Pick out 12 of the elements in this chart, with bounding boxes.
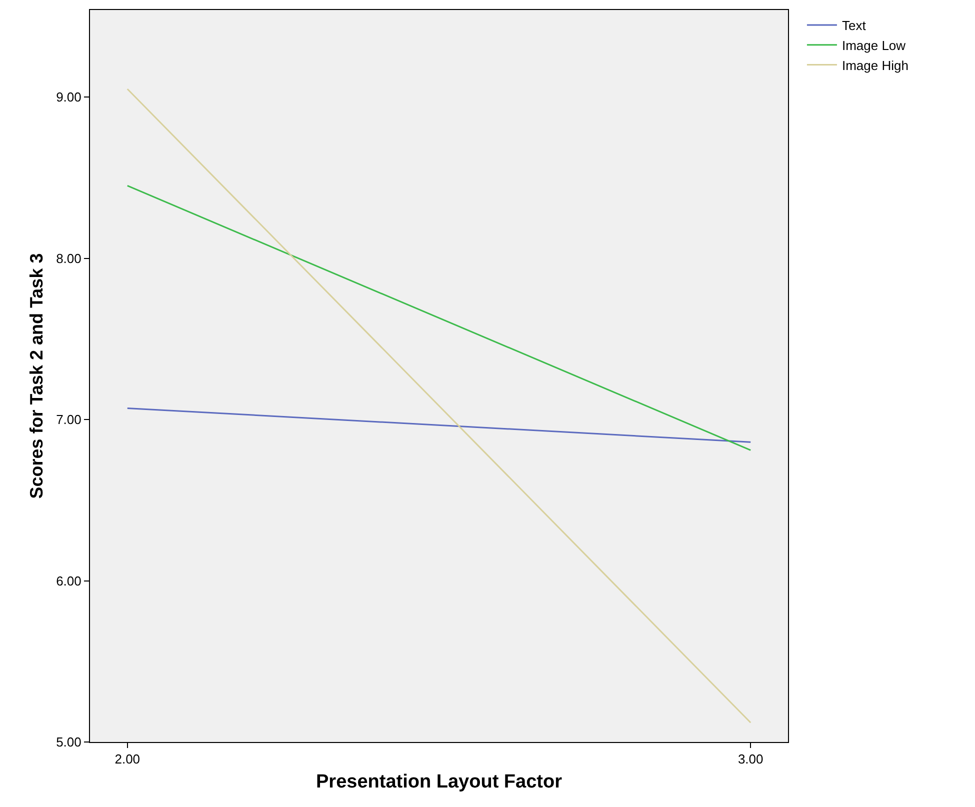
- y-tick-label: 5.00: [56, 734, 82, 750]
- x-tick-label: 3.00: [738, 752, 764, 767]
- legend-label: Image High: [842, 58, 908, 73]
- x-axis-title: Presentation Layout Factor: [316, 771, 563, 792]
- y-tick-label: 8.00: [56, 250, 82, 266]
- legend-label: Text: [842, 18, 866, 34]
- y-tick-label: 6.00: [56, 573, 82, 588]
- y-tick-label: 9.00: [56, 90, 82, 105]
- legend-label: Image Low: [842, 38, 906, 53]
- y-tick-label: 7.00: [56, 412, 82, 428]
- y-axis-title: Scores for Task 2 and Task 3: [26, 253, 46, 499]
- x-tick-label: 2.00: [114, 752, 140, 767]
